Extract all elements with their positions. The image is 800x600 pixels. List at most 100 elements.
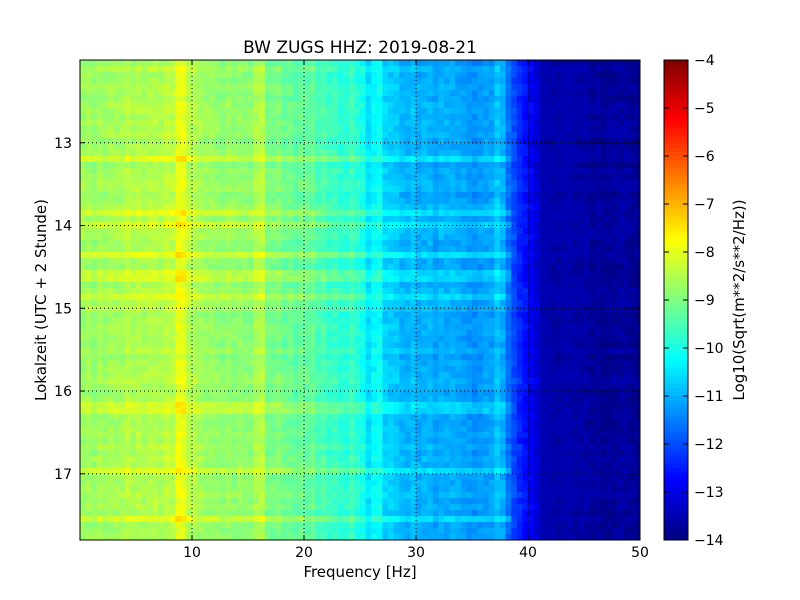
heatmap-cell bbox=[460, 198, 467, 205]
heatmap-cell bbox=[584, 222, 590, 229]
heatmap-cell bbox=[354, 180, 361, 187]
heatmap-cell bbox=[348, 180, 355, 187]
heatmap-cell bbox=[393, 354, 400, 361]
heatmap-cell bbox=[96, 150, 103, 157]
heatmap-cell bbox=[136, 336, 142, 343]
heatmap-cell bbox=[600, 186, 607, 193]
heatmap-cell bbox=[455, 72, 462, 79]
heatmap-cell bbox=[617, 174, 624, 181]
heatmap-cell bbox=[410, 144, 417, 151]
heatmap-cell bbox=[124, 270, 131, 277]
heatmap-cell bbox=[136, 288, 142, 295]
heatmap-cell bbox=[220, 102, 226, 109]
heatmap-cell bbox=[488, 336, 495, 343]
heatmap-cell bbox=[236, 228, 243, 235]
heatmap-cell bbox=[500, 96, 506, 103]
heatmap-cell bbox=[315, 180, 322, 187]
heatmap-cell bbox=[192, 216, 198, 223]
heatmap-cell bbox=[427, 168, 434, 175]
heatmap-cell bbox=[253, 264, 260, 271]
heatmap-cell bbox=[164, 84, 170, 91]
heatmap-cell bbox=[438, 84, 445, 91]
heatmap-cell bbox=[220, 276, 226, 283]
heatmap-cell bbox=[248, 288, 254, 295]
heatmap-cell bbox=[399, 354, 406, 361]
heatmap-cell bbox=[292, 126, 299, 133]
heatmap-cell bbox=[253, 132, 260, 139]
heatmap-cell bbox=[544, 342, 551, 349]
heatmap-cell bbox=[376, 228, 383, 235]
heatmap-cell bbox=[410, 318, 417, 325]
heatmap-cell bbox=[444, 72, 450, 79]
heatmap-cell bbox=[253, 192, 260, 199]
heatmap-cell bbox=[382, 150, 389, 157]
heatmap-cell bbox=[287, 138, 294, 145]
heatmap-cell bbox=[130, 348, 137, 355]
heatmap-cell bbox=[102, 336, 109, 343]
heatmap-cell bbox=[119, 78, 126, 85]
heatmap-cell bbox=[276, 354, 282, 361]
heatmap-cell bbox=[388, 138, 394, 145]
heatmap-cell bbox=[164, 282, 170, 289]
heatmap-cell bbox=[494, 84, 501, 91]
heatmap-cell bbox=[416, 138, 422, 145]
heatmap-cell bbox=[85, 78, 92, 85]
heatmap-cell bbox=[343, 60, 350, 67]
heatmap-cell bbox=[561, 210, 568, 217]
heatmap-cell bbox=[533, 102, 540, 109]
heatmap-cell bbox=[516, 162, 523, 169]
heatmap-cell bbox=[460, 228, 467, 235]
heatmap-cell bbox=[404, 354, 411, 361]
heatmap-cell bbox=[315, 252, 322, 259]
heatmap-cell bbox=[533, 216, 540, 223]
heatmap-cell bbox=[612, 102, 618, 109]
heatmap-cell bbox=[382, 192, 389, 199]
heatmap-cell bbox=[444, 102, 450, 109]
heatmap-cell bbox=[332, 66, 338, 73]
heatmap-cell bbox=[298, 330, 305, 337]
heatmap-cell bbox=[466, 138, 473, 145]
heatmap-cell bbox=[393, 78, 400, 85]
heatmap-cell bbox=[634, 180, 641, 187]
heatmap-cell bbox=[102, 234, 109, 241]
heatmap-cell bbox=[220, 324, 226, 331]
heatmap-cell bbox=[388, 282, 394, 289]
heatmap-cell bbox=[606, 312, 613, 319]
heatmap-cell bbox=[432, 246, 439, 253]
heatmap-cell bbox=[91, 348, 98, 355]
heatmap-cell bbox=[169, 318, 176, 325]
heatmap-cell bbox=[550, 252, 557, 259]
heatmap-cell bbox=[399, 264, 406, 271]
heatmap-cell bbox=[404, 168, 411, 175]
heatmap-cell bbox=[539, 258, 546, 265]
heatmap-cell bbox=[360, 192, 366, 199]
heatmap-cell bbox=[108, 354, 114, 361]
heatmap-cell bbox=[80, 216, 86, 223]
heatmap-cell bbox=[248, 294, 254, 301]
heatmap-cell bbox=[214, 246, 221, 253]
heatmap-cell bbox=[287, 108, 294, 115]
heatmap-cell bbox=[136, 282, 142, 289]
heatmap-cell bbox=[203, 174, 210, 181]
heatmap-cell bbox=[623, 162, 630, 169]
heatmap-cell bbox=[371, 216, 378, 223]
heatmap-cell bbox=[365, 192, 372, 199]
heatmap-cell bbox=[544, 162, 551, 169]
heatmap-cell bbox=[623, 300, 630, 307]
heatmap-cell bbox=[505, 276, 512, 283]
heatmap-cell bbox=[152, 228, 159, 235]
heatmap-cell bbox=[617, 150, 624, 157]
heatmap-cell bbox=[606, 258, 613, 265]
heatmap-cell bbox=[432, 78, 439, 85]
heatmap-cell bbox=[113, 216, 120, 223]
heatmap-cell bbox=[612, 198, 618, 205]
heatmap-cell bbox=[264, 264, 271, 271]
heatmap-cell bbox=[472, 252, 478, 259]
heatmap-cell bbox=[539, 198, 546, 205]
heatmap-cell bbox=[354, 174, 361, 181]
heatmap-cell bbox=[388, 60, 394, 67]
heatmap-cell bbox=[141, 156, 148, 163]
heatmap-cell bbox=[522, 312, 529, 319]
heatmap-cell bbox=[113, 252, 120, 259]
heatmap-cell bbox=[528, 126, 534, 133]
